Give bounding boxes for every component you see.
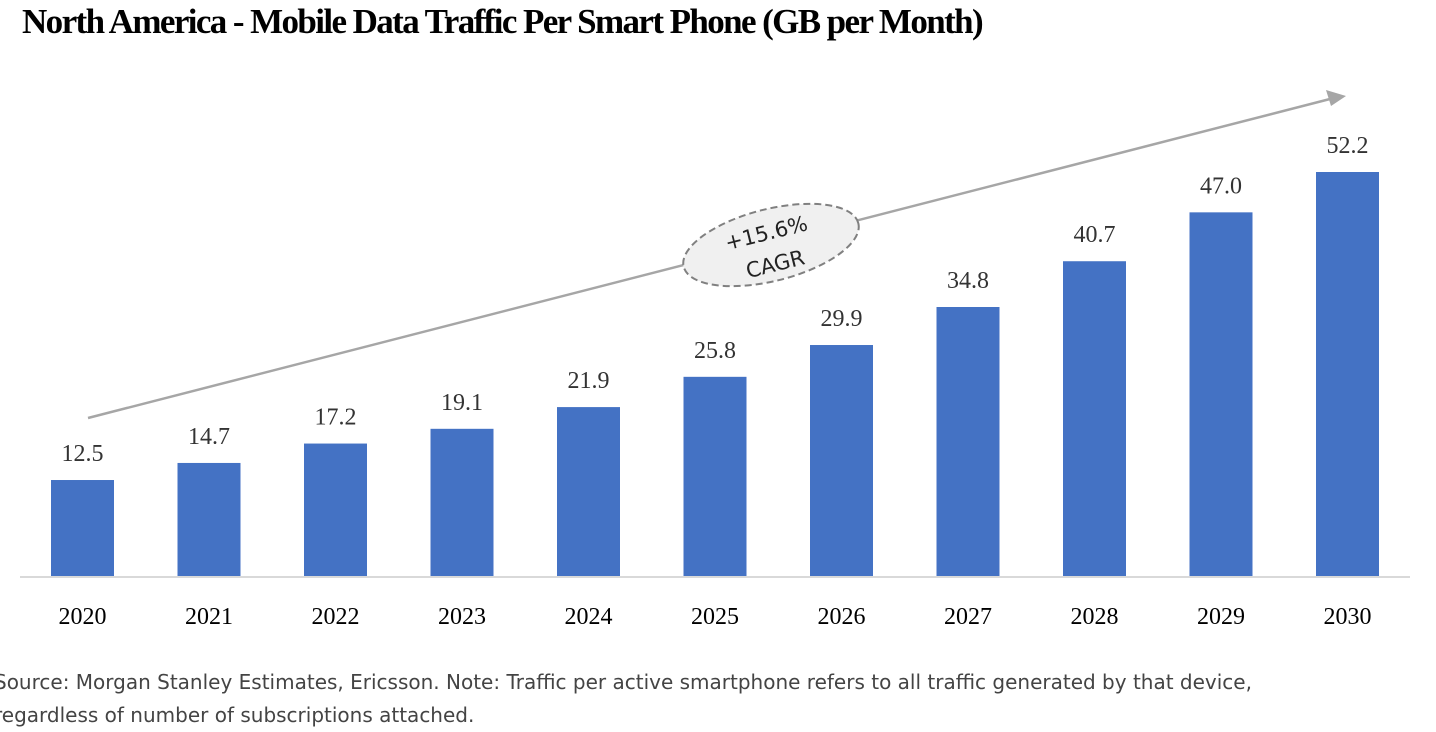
bar-chart: 12.5 14.7 17.2 19.1 21.9 25.8 29.9 34.8 40.7 47.0… — [20, 90, 1410, 630]
x-tick-label-2029: 2029 — [1197, 604, 1245, 630]
x-tick-label-2028: 2028 — [1071, 604, 1119, 630]
x-tick-label-2025: 2025 — [691, 604, 739, 630]
bar-2026 — [810, 345, 873, 577]
arrowhead-icon — [1326, 90, 1346, 106]
bar-2025 — [683, 376, 747, 577]
bar-2021 — [177, 462, 241, 577]
footnote-line-1: Source: Morgan Stanley Estimates, Ericss… — [0, 670, 1252, 694]
x-tick-label-2020: 2020 — [59, 604, 107, 630]
value-label-2029: 47.0 — [1200, 173, 1242, 199]
x-tick-labels-group: 2020 2021 2022 2023 2024 2025 2026 2027 2028 2029… — [59, 604, 1372, 630]
bar-2028 — [1063, 261, 1126, 577]
bars-group — [51, 172, 1379, 577]
x-tick-label-2027: 2027 — [944, 604, 992, 630]
value-label-2027: 34.8 — [947, 268, 989, 294]
bar-2023 — [430, 428, 494, 577]
x-tick-label-2030: 2030 — [1324, 604, 1372, 630]
value-label-2026: 29.9 — [821, 306, 863, 332]
footnote-line-2: regardless of number of subscriptions at… — [0, 703, 475, 727]
value-label-2024: 21.9 — [568, 368, 610, 394]
x-tick-label-2024: 2024 — [565, 604, 613, 630]
value-label-2023: 19.1 — [441, 390, 483, 416]
value-label-2028: 40.7 — [1074, 222, 1116, 248]
value-label-2025: 25.8 — [694, 338, 736, 364]
bar-2020 — [51, 480, 114, 577]
x-tick-label-2023: 2023 — [438, 604, 486, 630]
x-tick-label-2022: 2022 — [312, 604, 360, 630]
bar-2029 — [1189, 212, 1253, 577]
bar-2027 — [936, 307, 1000, 577]
bar-2030 — [1316, 172, 1379, 577]
cagr-trend-arrow: +15.6% CAGR — [87, 90, 1346, 420]
value-label-2020: 12.5 — [62, 441, 104, 467]
x-tick-label-2026: 2026 — [818, 604, 866, 630]
x-tick-label-2021: 2021 — [185, 604, 233, 630]
bar-2024 — [557, 407, 620, 577]
value-label-2022: 17.2 — [315, 405, 357, 431]
value-label-2021: 14.7 — [188, 424, 230, 450]
footnote: Source: Morgan Stanley Estimates, Ericss… — [0, 666, 1252, 732]
bar-2022 — [304, 443, 367, 577]
value-label-2030: 52.2 — [1327, 133, 1369, 159]
value-labels-group: 12.5 14.7 17.2 19.1 21.9 25.8 29.9 34.8 40.7 47.0… — [62, 133, 1369, 467]
chart-title: North America - Mobile Data Traffic Per … — [22, 2, 984, 41]
cagr-bubble — [682, 202, 860, 288]
